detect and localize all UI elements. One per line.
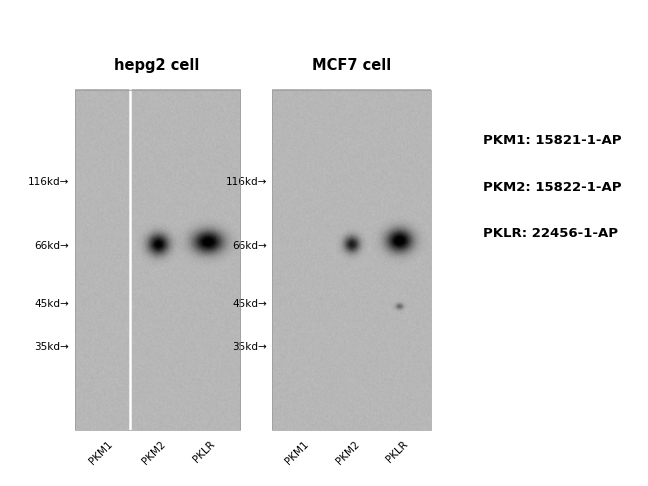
Text: PKM2: PKM2: [140, 439, 167, 466]
Text: PKLR: PKLR: [384, 439, 410, 464]
Text: PKM1: PKM1: [87, 439, 115, 466]
Text: MCF7 cell: MCF7 cell: [312, 58, 391, 73]
Text: 45kd→: 45kd→: [34, 299, 69, 309]
Bar: [75, 90, 240, 430]
Text: PKM1: 15821-1-AP: PKM1: 15821-1-AP: [483, 135, 621, 147]
Text: 66kd→: 66kd→: [232, 242, 267, 251]
Text: hepg2 cell: hepg2 cell: [115, 58, 200, 73]
Text: 116kd→: 116kd→: [226, 177, 267, 187]
Text: PKM1: PKM1: [284, 439, 311, 466]
Text: 35kd→: 35kd→: [34, 342, 69, 352]
Text: 45kd→: 45kd→: [232, 299, 267, 309]
Text: PKLR: PKLR: [192, 439, 217, 464]
Bar: [272, 90, 431, 430]
Text: 116kd→: 116kd→: [28, 177, 69, 187]
Text: PKM2: 15822-1-AP: PKM2: 15822-1-AP: [483, 181, 621, 193]
Text: PKLR: 22456-1-AP: PKLR: 22456-1-AP: [483, 227, 618, 240]
Text: 66kd→: 66kd→: [34, 242, 69, 251]
Text: 35kd→: 35kd→: [232, 342, 267, 352]
Text: PKM2: PKM2: [334, 439, 362, 466]
